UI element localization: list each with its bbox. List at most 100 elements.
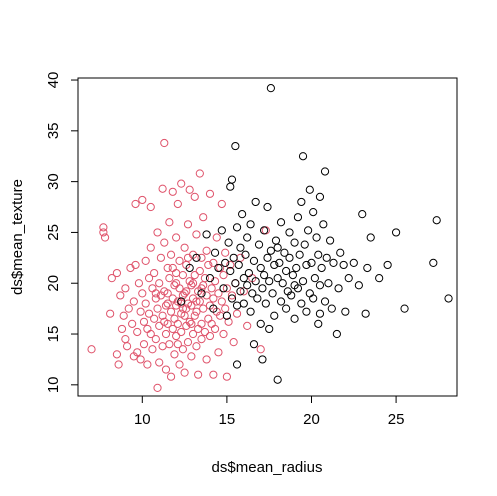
data-point	[341, 307, 350, 316]
data-point	[175, 256, 184, 265]
data-point	[173, 199, 182, 209]
data-point	[260, 226, 269, 235]
data-point	[192, 307, 201, 316]
data-point	[432, 216, 441, 225]
data-point	[134, 279, 144, 288]
data-point	[200, 274, 209, 283]
data-point	[214, 348, 223, 357]
data-point	[212, 233, 221, 242]
data-point	[248, 289, 257, 298]
data-point	[138, 195, 147, 205]
data-point	[302, 307, 311, 316]
data-point	[271, 236, 281, 245]
data-point	[305, 289, 314, 298]
y-tick-label: 15	[45, 326, 62, 343]
data-point	[129, 297, 138, 306]
data-point	[170, 350, 179, 359]
data-point	[151, 289, 160, 298]
data-point	[143, 324, 152, 334]
x-axis-label: ds$mean_radius	[212, 459, 323, 476]
data-point	[222, 311, 231, 320]
data-point	[227, 294, 237, 303]
data-point	[177, 299, 186, 308]
data-point	[185, 263, 194, 273]
data-point	[122, 342, 132, 351]
data-point	[99, 223, 108, 232]
data-point	[150, 268, 159, 278]
data-point	[221, 304, 230, 313]
data-point	[139, 317, 149, 326]
data-point	[275, 258, 284, 268]
data-point	[151, 335, 160, 344]
data-point	[358, 210, 367, 219]
data-point	[153, 304, 162, 313]
data-point	[131, 260, 140, 270]
data-point	[121, 335, 130, 344]
y-tick-label: 20	[45, 275, 62, 292]
y-tick-label: 25	[45, 224, 62, 241]
data-point	[168, 324, 177, 334]
data-point	[182, 287, 191, 296]
data-point	[265, 277, 274, 286]
data-point	[226, 266, 235, 276]
data-point	[205, 274, 215, 283]
data-point	[160, 238, 169, 247]
data-point	[243, 321, 252, 330]
data-point	[219, 270, 228, 280]
data-point	[273, 274, 282, 283]
data-point	[320, 297, 330, 306]
data-point	[121, 284, 130, 293]
data-point	[177, 179, 186, 188]
data-point	[178, 345, 188, 354]
data-point	[150, 314, 159, 323]
data-point	[124, 304, 133, 313]
data-point	[282, 304, 291, 313]
data-point	[173, 340, 182, 349]
data-point	[254, 240, 264, 249]
data-point	[185, 317, 194, 326]
data-point	[188, 279, 198, 288]
data-point	[168, 187, 177, 196]
data-point	[282, 266, 291, 276]
data-point	[190, 192, 199, 201]
data-point	[158, 311, 167, 320]
data-point	[138, 289, 147, 298]
data-point	[161, 329, 171, 339]
data-point	[117, 324, 127, 334]
data-point	[153, 383, 162, 392]
data-point	[141, 299, 150, 308]
y-axis: 10 15 20 25 30 35 40	[45, 72, 79, 393]
data-point	[178, 270, 188, 280]
data-point	[177, 297, 186, 306]
data-point	[199, 304, 208, 313]
data-point	[276, 218, 286, 227]
data-point	[210, 324, 220, 334]
data-point	[207, 319, 216, 328]
data-point	[314, 319, 323, 328]
data-point	[297, 299, 306, 308]
data-point	[217, 199, 226, 209]
data-point	[354, 281, 363, 290]
data-point	[263, 202, 272, 212]
data-point	[288, 270, 297, 280]
data-point	[209, 294, 218, 303]
x-tick-label: 10	[134, 411, 151, 428]
data-point	[165, 218, 174, 227]
data-point	[239, 287, 248, 296]
data-point	[155, 321, 164, 330]
data-point	[263, 253, 272, 262]
data-point	[199, 213, 208, 222]
data-point	[205, 189, 215, 198]
data-point	[322, 253, 331, 262]
data-point	[202, 291, 211, 300]
data-point	[239, 274, 248, 283]
data-point	[141, 256, 150, 265]
data-point	[232, 309, 242, 318]
x-tick-label: 25	[388, 411, 405, 428]
data-point	[238, 210, 247, 219]
data-point	[175, 360, 184, 369]
data-point	[332, 329, 341, 339]
y-axis-label: ds$mean_texture	[9, 179, 26, 295]
data-point	[295, 250, 304, 259]
